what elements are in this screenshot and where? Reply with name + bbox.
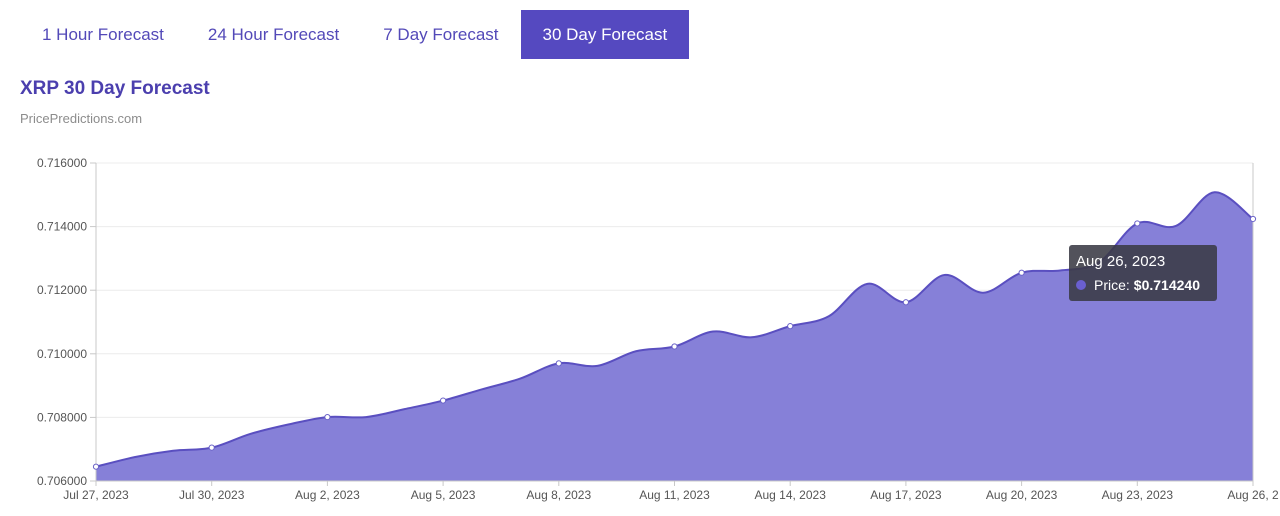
x-tick-label: Jul 30, 2023 [179, 488, 245, 502]
x-tick-label: Aug 26, 2 [1227, 488, 1279, 502]
tooltip-value: $0.714240 [1133, 277, 1200, 293]
y-tick-label: 0.710000 [37, 347, 87, 361]
data-point[interactable] [555, 360, 562, 367]
y-tick-label: 0.716000 [37, 156, 87, 170]
y-tick-label: 0.714000 [37, 220, 87, 234]
forecast-tabs: 1 Hour Forecast 24 Hour Forecast 7 Day F… [20, 10, 690, 60]
x-tick-label: Aug 23, 2023 [1102, 488, 1174, 502]
tooltip-label: Price: [1094, 277, 1130, 293]
x-tick-label: Jul 27, 2023 [63, 488, 129, 502]
y-tick-label: 0.708000 [37, 410, 87, 424]
x-tick-label: Aug 8, 2023 [526, 488, 591, 502]
chart-subtitle: PricePredictions.com [20, 111, 143, 126]
x-tick-label: Aug 14, 2023 [754, 488, 826, 502]
x-tick-label: Aug 11, 2023 [639, 488, 710, 502]
series-dot-icon [1076, 280, 1086, 290]
y-tick-label: 0.706000 [37, 474, 87, 488]
x-tick-label: Aug 20, 2023 [986, 488, 1058, 502]
price-tooltip: Aug 26, 2023 Price: $0.714240 [1069, 245, 1217, 301]
tab-24-hour-forecast[interactable]: 24 Hour Forecast [207, 25, 340, 44]
x-tick-label: Aug 17, 2023 [870, 488, 942, 502]
chart-title: XRP 30 Day Forecast [20, 78, 210, 99]
data-point[interactable] [902, 299, 910, 306]
data-point[interactable] [787, 323, 794, 330]
tab-7-day-forecast[interactable]: 7 Day Forecast [383, 25, 499, 44]
data-points [92, 215, 1257, 470]
data-point[interactable] [671, 343, 678, 350]
x-axis-labels: Jul 27, 2023 Jul 30, 2023 Aug 2, 2023 Aug 5… [63, 481, 1279, 502]
data-point[interactable] [324, 413, 331, 421]
data-point[interactable] [440, 397, 447, 404]
tooltip-price-row: Price: $0.714240 [1076, 275, 1210, 295]
tooltip-date: Aug 26, 2023 [1076, 253, 1166, 270]
data-point[interactable] [1134, 220, 1141, 227]
x-tick-label: Aug 2, 2023 [295, 488, 360, 502]
data-point[interactable] [92, 463, 100, 470]
area-fill [96, 192, 1253, 481]
data-point[interactable] [1018, 269, 1025, 276]
data-point[interactable] [1249, 215, 1257, 223]
y-axis-labels: 0.716000 0.714000 0.712000 0.710000 0.708000… [37, 156, 96, 488]
x-tick-label: Aug 5, 2023 [411, 488, 476, 502]
tab-1-hour-forecast[interactable]: 1 Hour Forecast [42, 25, 164, 44]
price-area [95, 191, 1254, 481]
data-point[interactable] [208, 444, 215, 451]
tab-30-day-forecast[interactable]: 30 Day Forecast [520, 10, 690, 59]
y-tick-label: 0.712000 [37, 283, 87, 297]
